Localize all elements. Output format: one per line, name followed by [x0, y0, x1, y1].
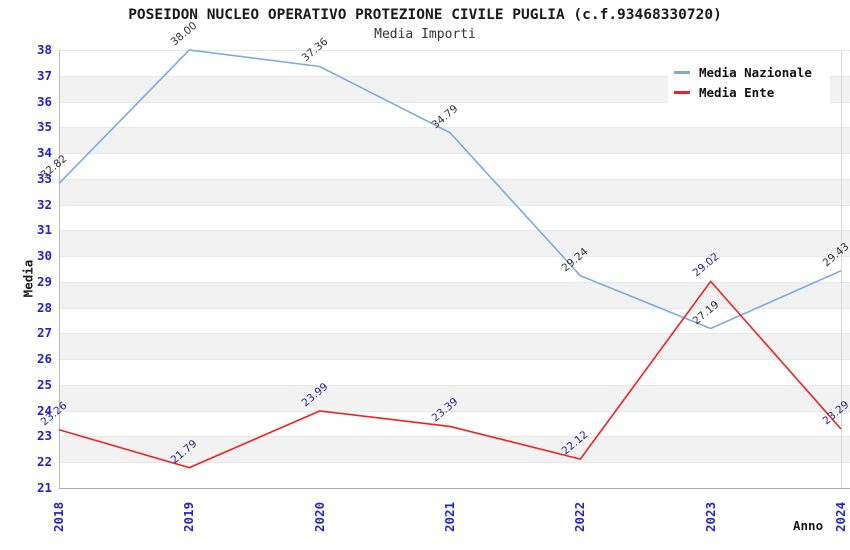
y-tick-label: 29: [36, 273, 52, 289]
grid-band: [59, 307, 850, 334]
gridline: [59, 384, 850, 386]
grid-band: [59, 436, 850, 463]
grid-band: [59, 281, 850, 308]
y-axis-line: [59, 50, 60, 488]
plot-right-border: [841, 50, 842, 488]
grid-band: [59, 256, 850, 282]
gridline: [59, 333, 850, 335]
y-tick-label: 34: [36, 145, 52, 161]
y-tick-label: 22: [36, 454, 52, 470]
y-tick-label: 21: [36, 480, 52, 495]
gridline: [59, 307, 850, 309]
y-tick-label: 31: [36, 222, 52, 238]
y-tick-label: 32: [36, 196, 52, 212]
gridline: [59, 153, 850, 155]
legend-line-swatch-red: [674, 90, 690, 94]
legend-item-media-ente: Media Ente: [674, 82, 824, 102]
gridline: [59, 204, 850, 206]
gridline: [59, 127, 850, 129]
gridline: [59, 178, 850, 180]
grid-band: [59, 204, 850, 231]
y-tick-label: 28: [36, 299, 52, 315]
y-tick-label: 25: [36, 376, 52, 392]
y-tick-label: 24: [36, 402, 52, 418]
gridline: [59, 75, 850, 77]
gridline: [59, 436, 850, 438]
legend-label: Media Nazionale: [699, 64, 812, 80]
grid-band: [59, 153, 850, 179]
y-tick-label: 37: [36, 67, 52, 83]
y-tick-label: 33: [36, 170, 52, 186]
y-tick-label: 30: [36, 248, 52, 264]
series-line-media-ente: [58, 280, 842, 469]
y-tick-label: 27: [36, 325, 52, 341]
grid-band: [59, 333, 850, 360]
x-axis-line: [59, 488, 850, 489]
legend-item-media-nazionale: Media Nazionale: [674, 62, 824, 82]
grid-band: [59, 230, 850, 257]
gridline: [59, 359, 850, 361]
y-axis-title: Media: [20, 259, 36, 298]
gridline: [59, 281, 850, 283]
series-line-media-nazionale: [58, 49, 842, 330]
y-tick-label: 26: [36, 351, 52, 367]
grid-band: [59, 410, 850, 437]
grid-band: [59, 178, 850, 205]
chart-title: POSEIDON NUCLEO OPERATIVO PROTEZIONE CIV…: [128, 7, 722, 23]
gridline: [59, 50, 850, 51]
x-axis-title: Anno: [793, 518, 824, 533]
gridline: [59, 256, 850, 258]
legend-label: Media Ente: [699, 84, 775, 100]
gridline: [59, 230, 850, 232]
grid-band: [59, 359, 850, 385]
y-tick-label: 36: [36, 93, 52, 109]
legend: Media Nazionale Media Ente: [668, 57, 830, 107]
y-tick-label: 38: [36, 42, 52, 57]
grid-band: [59, 127, 850, 154]
y-tick-label: 23: [36, 428, 52, 444]
grid-band: [59, 384, 850, 411]
y-tick-label: 35: [36, 119, 52, 135]
legend-line-swatch-blue: [674, 70, 690, 74]
gridline: [59, 410, 850, 412]
chart-subtitle: Media Importi: [374, 27, 476, 42]
gridline: [59, 101, 850, 103]
gridline: [59, 462, 850, 464]
